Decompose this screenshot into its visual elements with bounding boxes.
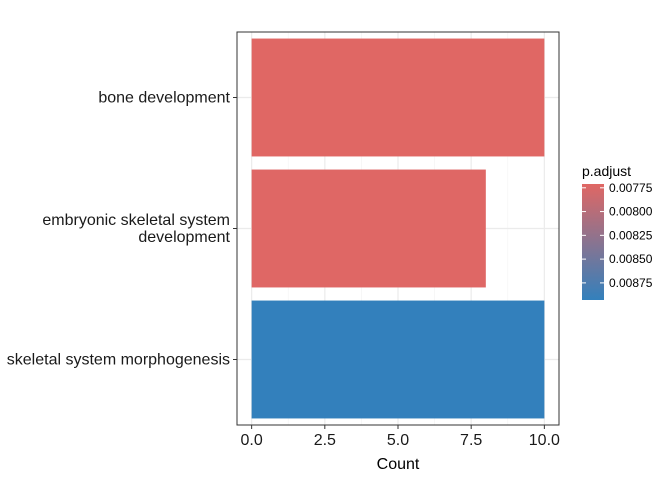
x-axis-title: Count	[377, 456, 420, 473]
x-tick-label: 2.5	[314, 432, 336, 449]
y-tick-label: skeletal system morphogenesis	[7, 352, 230, 369]
x-tick-label: 0.0	[241, 432, 263, 449]
y-tick-label-line: skeletal system morphogenesis	[7, 352, 230, 369]
bar	[251, 169, 486, 288]
y-tick-label-line: bone development	[98, 90, 230, 107]
legend-title: p.adjust	[582, 163, 631, 179]
y-tick-label: embryonic skeletal system development	[42, 212, 230, 246]
legend-tick-label: 0.00850	[609, 252, 653, 266]
x-axis: 0.0 2.5 5.0 7.5 10.0	[241, 425, 560, 449]
y-tick-label-line: embryonic skeletal system	[42, 212, 230, 229]
legend-tick-label: 0.00875	[609, 276, 653, 290]
legend-tick-label: 0.00800	[609, 205, 653, 219]
x-tick-label: 7.5	[460, 432, 482, 449]
legend-tick-label: 0.00825	[609, 228, 653, 242]
bar	[251, 300, 545, 419]
y-tick-label-line: development	[138, 229, 230, 246]
y-tick-label: bone development	[98, 90, 230, 107]
legend-colorbar	[582, 184, 604, 300]
legend-tick-label: 0.00775	[609, 181, 653, 195]
y-axis: bone development embryonic skeletal syste…	[7, 90, 237, 369]
bars	[251, 38, 545, 419]
x-tick-label: 10.0	[529, 432, 560, 449]
legend-ticks: 0.00775 0.00800 0.00825 0.00850 0.00875	[582, 181, 653, 290]
bar	[251, 38, 545, 157]
legend: p.adjust 0.007750.008000.008250.008500.0…	[582, 163, 653, 300]
x-tick-label: 5.0	[387, 432, 409, 449]
